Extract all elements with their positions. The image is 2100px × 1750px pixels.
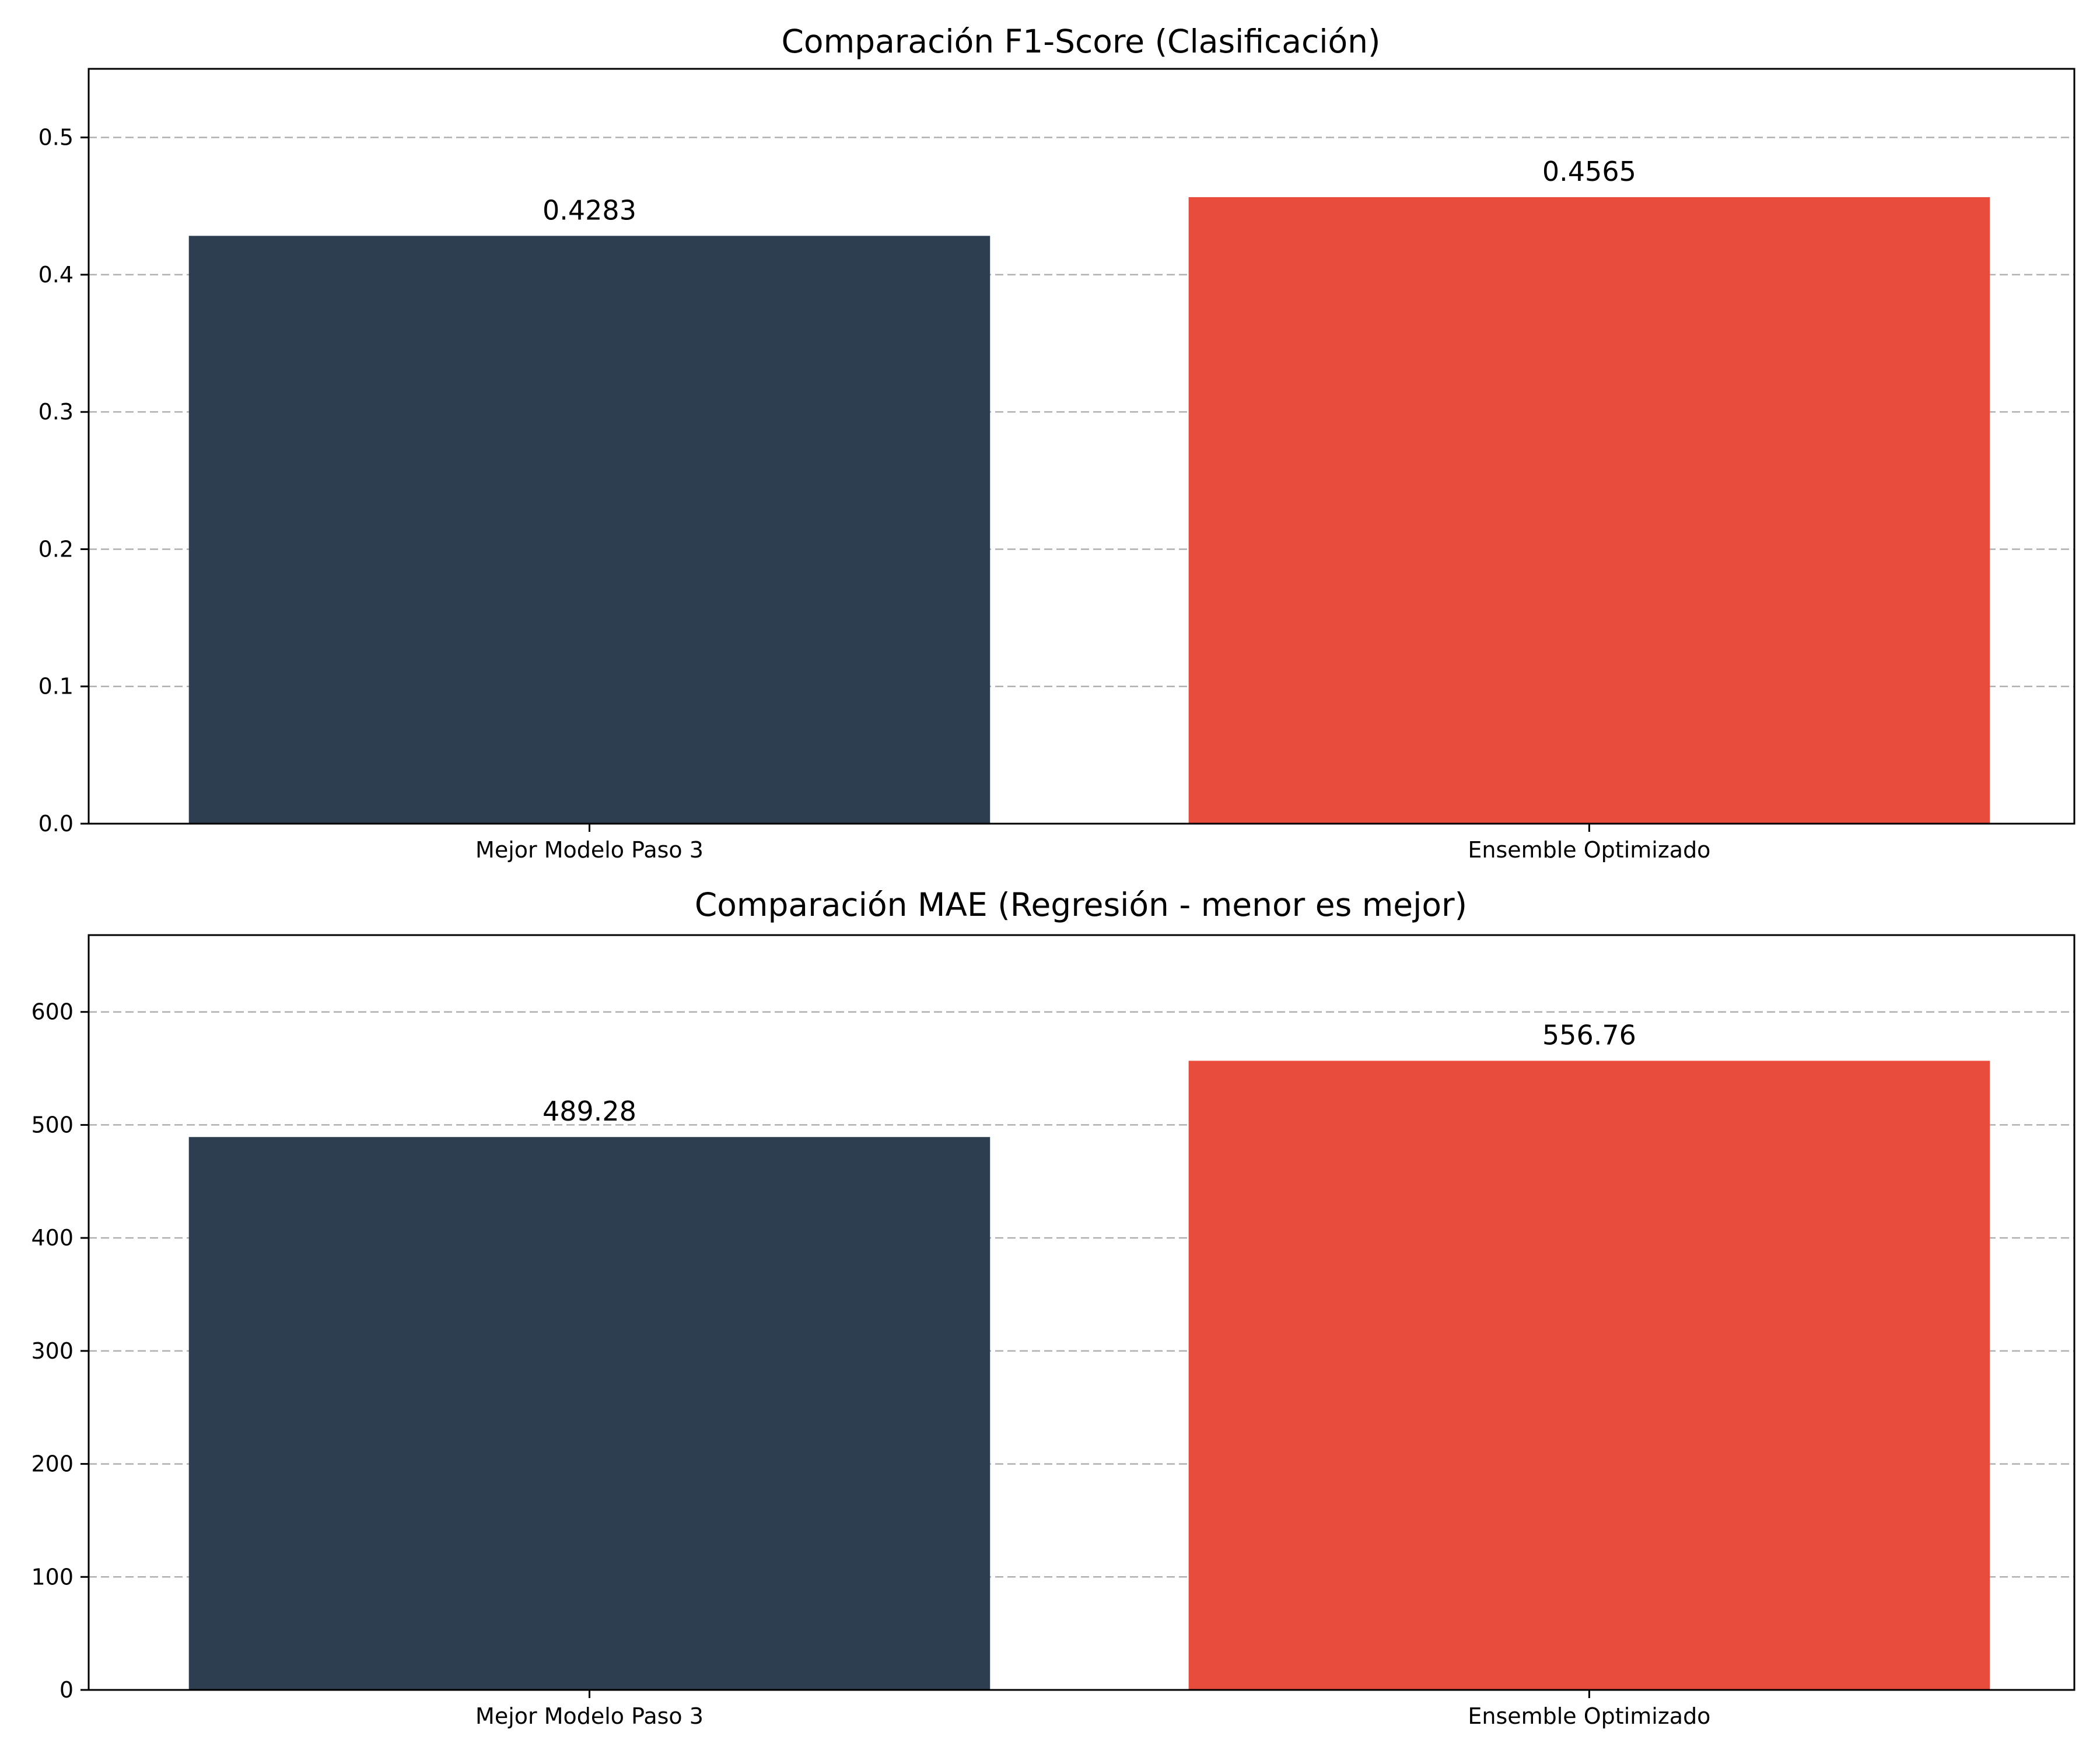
mae-y-tick-label: 0	[60, 1677, 74, 1703]
f1-bar	[1188, 197, 1990, 824]
mae-y-tick-label: 300	[31, 1338, 74, 1364]
f1-bar	[188, 236, 991, 824]
mae-bar-value-label: 489.28	[542, 1096, 636, 1127]
mae-bar-labels: 489.28 556.76	[542, 1019, 1636, 1127]
f1-y-tick-label: 0.2	[38, 536, 74, 562]
mae-y-tick-label: 100	[31, 1564, 74, 1590]
mae-y-tick-label: 400	[31, 1225, 74, 1251]
f1-score-chart: Comparación F1-Score (Clasificación) 0.4…	[38, 23, 2076, 863]
f1-y-tick-label: 0.5	[38, 125, 74, 150]
f1-bar-labels: 0.4283 0.4565	[542, 156, 1636, 226]
f1-bars	[188, 197, 1990, 824]
mae-y-tick-label: 200	[31, 1451, 74, 1477]
mae-chart-title: Comparación MAE (Regresión - menor es me…	[695, 886, 1467, 923]
f1-x-tick-label: Mejor Modelo Paso 3	[475, 837, 704, 863]
mae-bar-value-label: 556.76	[1542, 1019, 1636, 1051]
mae-x-tick-label: Mejor Modelo Paso 3	[475, 1703, 704, 1729]
mae-bar	[188, 1137, 991, 1690]
f1-bar-value-label: 0.4283	[542, 194, 636, 226]
f1-chart-title: Comparación F1-Score (Clasificación)	[782, 23, 1381, 60]
mae-y-tick-label: 600	[31, 999, 74, 1025]
f1-axes-frame	[88, 68, 2076, 825]
mae-x-axis: Mejor Modelo Paso 3 Ensemble Optimizado	[475, 1690, 1710, 1729]
f1-y-tick-label: 0.4	[38, 262, 74, 288]
mae-bar	[1188, 1060, 1990, 1690]
mae-chart: Comparación MAE (Regresión - menor es me…	[31, 886, 2076, 1729]
f1-x-axis: Mejor Modelo Paso 3 Ensemble Optimizado	[475, 824, 1710, 863]
f1-y-tick-label: 0.1	[38, 674, 74, 699]
mae-axes-frame	[88, 934, 2076, 1691]
mae-bars	[188, 1060, 1990, 1690]
f1-y-tick-label: 0.3	[38, 399, 74, 425]
f1-bar-value-label: 0.4565	[1542, 156, 1636, 187]
mae-x-tick-label: Ensemble Optimizado	[1468, 1703, 1710, 1729]
f1-y-axis: 0.0 0.1 0.2 0.3 0.4 0.5	[38, 125, 89, 836]
mae-y-axis: 0 100 200 300 400 500 600	[31, 999, 89, 1703]
mae-y-tick-label: 500	[31, 1112, 74, 1138]
f1-y-tick-label: 0.0	[38, 811, 74, 836]
f1-x-tick-label: Ensemble Optimizado	[1468, 837, 1710, 863]
